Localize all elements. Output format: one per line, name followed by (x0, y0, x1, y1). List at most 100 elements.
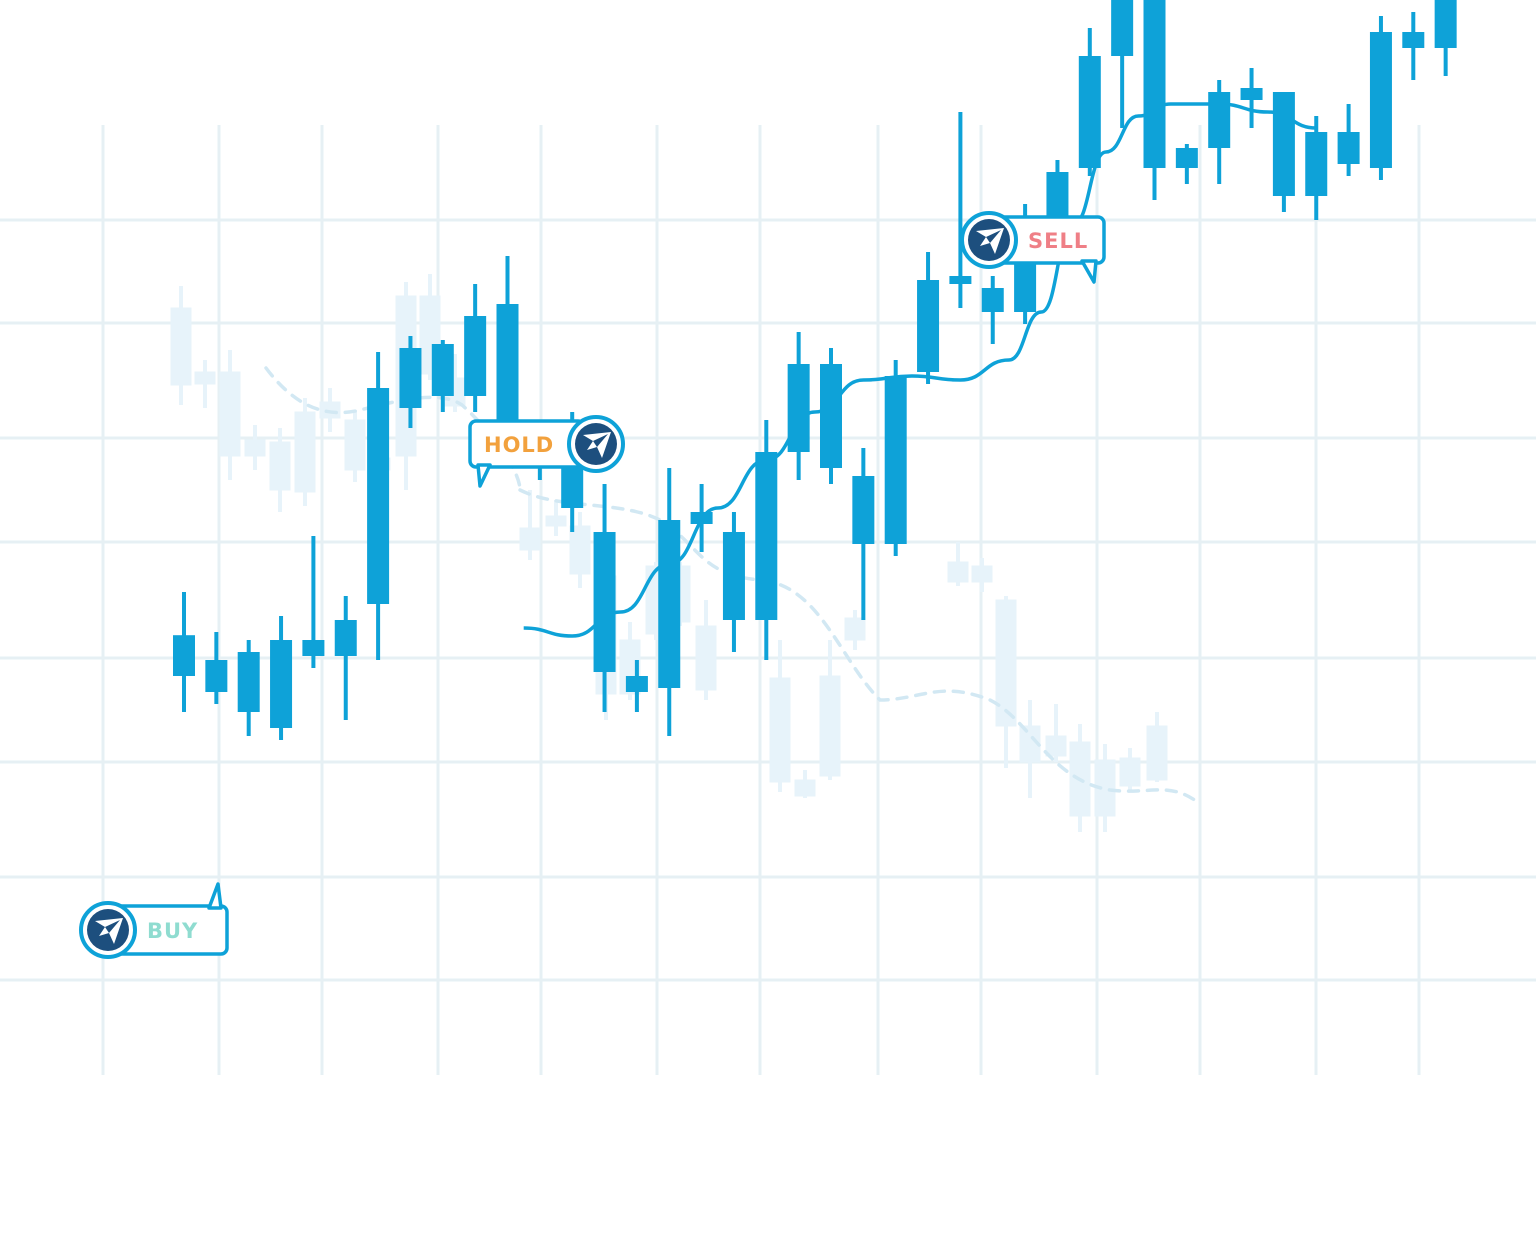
ghost-candle-body (794, 779, 816, 797)
candle-body (1240, 88, 1263, 100)
candle (1175, 144, 1198, 184)
candle-body (1305, 132, 1328, 196)
candle (1337, 104, 1360, 176)
pointer-arrow-logo-icon (567, 415, 625, 473)
candle (367, 352, 390, 660)
ghost-candle-body (971, 565, 993, 583)
candle (593, 484, 616, 712)
ghost-candle-body (569, 525, 591, 575)
candle (431, 340, 454, 412)
ghost-candle-body (819, 675, 841, 777)
candle-body (1272, 92, 1295, 196)
signal-bubble-buy: BUY (79, 882, 229, 959)
candles (173, 0, 1457, 740)
candle-body (1143, 0, 1166, 168)
ghost-candle-body (344, 419, 366, 471)
pointer-arrow-logo-icon (960, 211, 1018, 269)
signal-label: BUY (147, 919, 198, 943)
background-ghost-candles (170, 274, 1168, 832)
bubble-tail (476, 463, 492, 488)
ghost-candle-body (947, 561, 969, 583)
candle-body (270, 640, 293, 728)
signal-bubbles: BUY HOLD SELL (79, 211, 1106, 959)
signal-label: SELL (1028, 229, 1088, 253)
candle-body (1078, 56, 1101, 168)
candle-body (1175, 148, 1198, 168)
candle-body (658, 520, 681, 688)
candle-body (949, 276, 972, 284)
logo-arrow-fold (986, 230, 1001, 243)
candle-body (690, 512, 713, 524)
candle (787, 332, 810, 480)
candle-body (173, 635, 195, 676)
candle-body (1434, 0, 1457, 48)
candle-body (334, 620, 357, 656)
candle-body (367, 388, 390, 604)
candle-body (1208, 92, 1231, 148)
candle (399, 336, 422, 428)
ghost-candle-body (545, 515, 567, 527)
candle (981, 276, 1004, 344)
candle (1369, 16, 1392, 180)
candle-body (1369, 32, 1392, 168)
candle-body (237, 652, 260, 712)
candle-body (787, 364, 810, 452)
candle (302, 536, 325, 668)
candle-body (820, 364, 842, 468)
candle-body (722, 532, 745, 620)
pointer-arrow-logo-icon (79, 901, 137, 959)
candle (755, 420, 778, 660)
candle (270, 616, 293, 740)
candle (820, 348, 842, 484)
candle (884, 360, 907, 556)
candle-body (205, 660, 228, 692)
candle-body (755, 452, 778, 620)
candle (1111, 0, 1134, 128)
ghost-candle-body (269, 441, 291, 491)
candle-body (302, 640, 325, 656)
candle (625, 660, 648, 712)
candle-body (1337, 132, 1360, 164)
candle (173, 592, 195, 712)
candle (658, 468, 681, 736)
ghost-trend-line (518, 488, 1202, 806)
candle-body (884, 376, 907, 544)
candle (1240, 68, 1263, 128)
candle (1078, 28, 1101, 176)
candle-body (1402, 32, 1425, 48)
ghost-candle-body (244, 439, 266, 457)
ghost-candle-body (519, 527, 541, 551)
ghost-candle-body (219, 371, 241, 457)
candle (1434, 0, 1457, 76)
ghost-candle-body (695, 625, 717, 691)
candle (917, 252, 940, 384)
candle-body (399, 348, 422, 408)
candle-body (917, 280, 940, 372)
candle (205, 632, 228, 704)
candle-body (625, 676, 648, 692)
ghost-candle-body (294, 411, 316, 493)
signal-bubble-sell: SELL (960, 211, 1106, 284)
candle (237, 640, 260, 736)
candle-body (464, 316, 487, 396)
ghost-candle-body (844, 617, 866, 641)
candle (1402, 12, 1425, 80)
candle-body (852, 476, 875, 544)
signal-label: HOLD (484, 433, 554, 457)
candle (1208, 80, 1231, 184)
candle (722, 512, 745, 652)
ghost-candle-body (1146, 725, 1168, 781)
bubble-tail (207, 882, 223, 910)
ghost-candle-body (194, 371, 216, 385)
candle (690, 484, 713, 552)
candle-body (1046, 172, 1069, 228)
ghost-candle-body (769, 677, 791, 783)
ghost-candle-body (319, 401, 341, 419)
ghost-candle-body (170, 307, 192, 386)
ghost-candle-body (1045, 735, 1067, 757)
candle (1305, 116, 1328, 220)
signal-bubble-hold: HOLD (468, 415, 625, 488)
logo-arrow-fold (105, 920, 120, 933)
candle-body (593, 532, 616, 672)
